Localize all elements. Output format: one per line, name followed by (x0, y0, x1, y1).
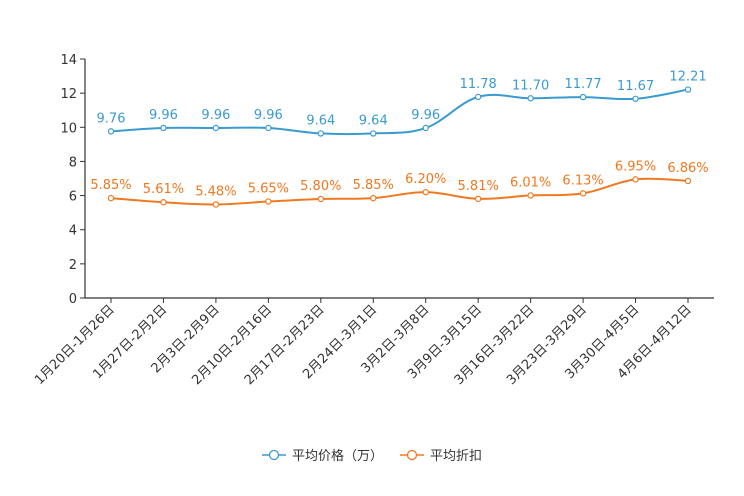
legend-label: 平均折扣 (430, 449, 482, 464)
data-point (474, 93, 482, 101)
y-tick-label: 8 (69, 155, 77, 170)
legend: 平均价格（万） 平均折扣 (262, 448, 482, 464)
data-label: 6.20% (405, 172, 446, 187)
data-label: 12.21 (669, 70, 706, 85)
data-label: 5.61% (143, 182, 184, 197)
data-label: 11.78 (460, 77, 497, 92)
data-point (317, 130, 325, 137)
y-tick-label: 12 (60, 87, 77, 102)
data-label: 9.76 (97, 111, 126, 126)
data-label: 5.80% (300, 179, 341, 194)
legend-marker (268, 449, 280, 461)
data-point (265, 198, 272, 205)
data-point (527, 95, 534, 102)
legend-marker (406, 449, 418, 461)
data-point (370, 194, 377, 202)
legend-label: 平均价格（万） (292, 448, 383, 464)
data-point (212, 124, 220, 132)
data-point (632, 95, 639, 102)
data-label: 5.65% (248, 182, 289, 197)
data-label: 5.85% (90, 178, 131, 193)
data-label: 11.77 (564, 77, 601, 92)
y-tick-label: 10 (60, 121, 77, 136)
data-label: 9.96 (149, 108, 178, 123)
y-tick-label: 0 (69, 292, 77, 307)
data-label: 5.81% (458, 179, 499, 194)
data-label: 9.96 (201, 108, 230, 123)
data-point (579, 93, 587, 101)
data-point (160, 124, 167, 132)
y-tick-label: 6 (69, 190, 77, 205)
data-label: 6.86% (667, 161, 708, 176)
data-point (527, 192, 534, 199)
data-label: 5.48% (195, 184, 236, 199)
data-point (107, 194, 115, 202)
data-label: 11.70 (512, 78, 549, 93)
data-point (107, 128, 115, 135)
data-point (370, 130, 377, 137)
data-point (684, 177, 692, 185)
data-point (579, 190, 587, 197)
series-layer (107, 86, 692, 208)
data-label: 9.64 (306, 113, 335, 128)
series-line-1 (110, 177, 689, 206)
data-point (212, 201, 220, 208)
axes: 024681012141月20日-1月26日1月27日-2月2日2月3日-2月9… (32, 53, 714, 388)
data-point (160, 199, 167, 206)
data-label: 6.13% (562, 173, 603, 188)
y-tick-label: 14 (60, 53, 77, 68)
data-point (632, 176, 639, 183)
data-label: 9.96 (254, 108, 283, 123)
data-point (265, 124, 272, 132)
data-label: 9.96 (411, 108, 440, 123)
data-label: 5.85% (353, 178, 394, 193)
data-label: 6.95% (615, 159, 656, 174)
data-label: 11.67 (617, 79, 654, 94)
data-label: 9.64 (359, 113, 388, 128)
data-point (422, 124, 429, 132)
data-point (317, 195, 325, 203)
data-label: 6.01% (510, 175, 551, 190)
series-line-0 (110, 88, 689, 136)
data-point (474, 195, 482, 203)
data-point (684, 86, 692, 93)
data-point (422, 188, 429, 196)
data-labels: 9.76 9.96 9.96 9.96 9.64 9.64 9.96 11.78 11.70 11… (90, 70, 708, 200)
y-tick-label: 2 (69, 258, 77, 273)
y-tick-label: 4 (69, 224, 77, 239)
